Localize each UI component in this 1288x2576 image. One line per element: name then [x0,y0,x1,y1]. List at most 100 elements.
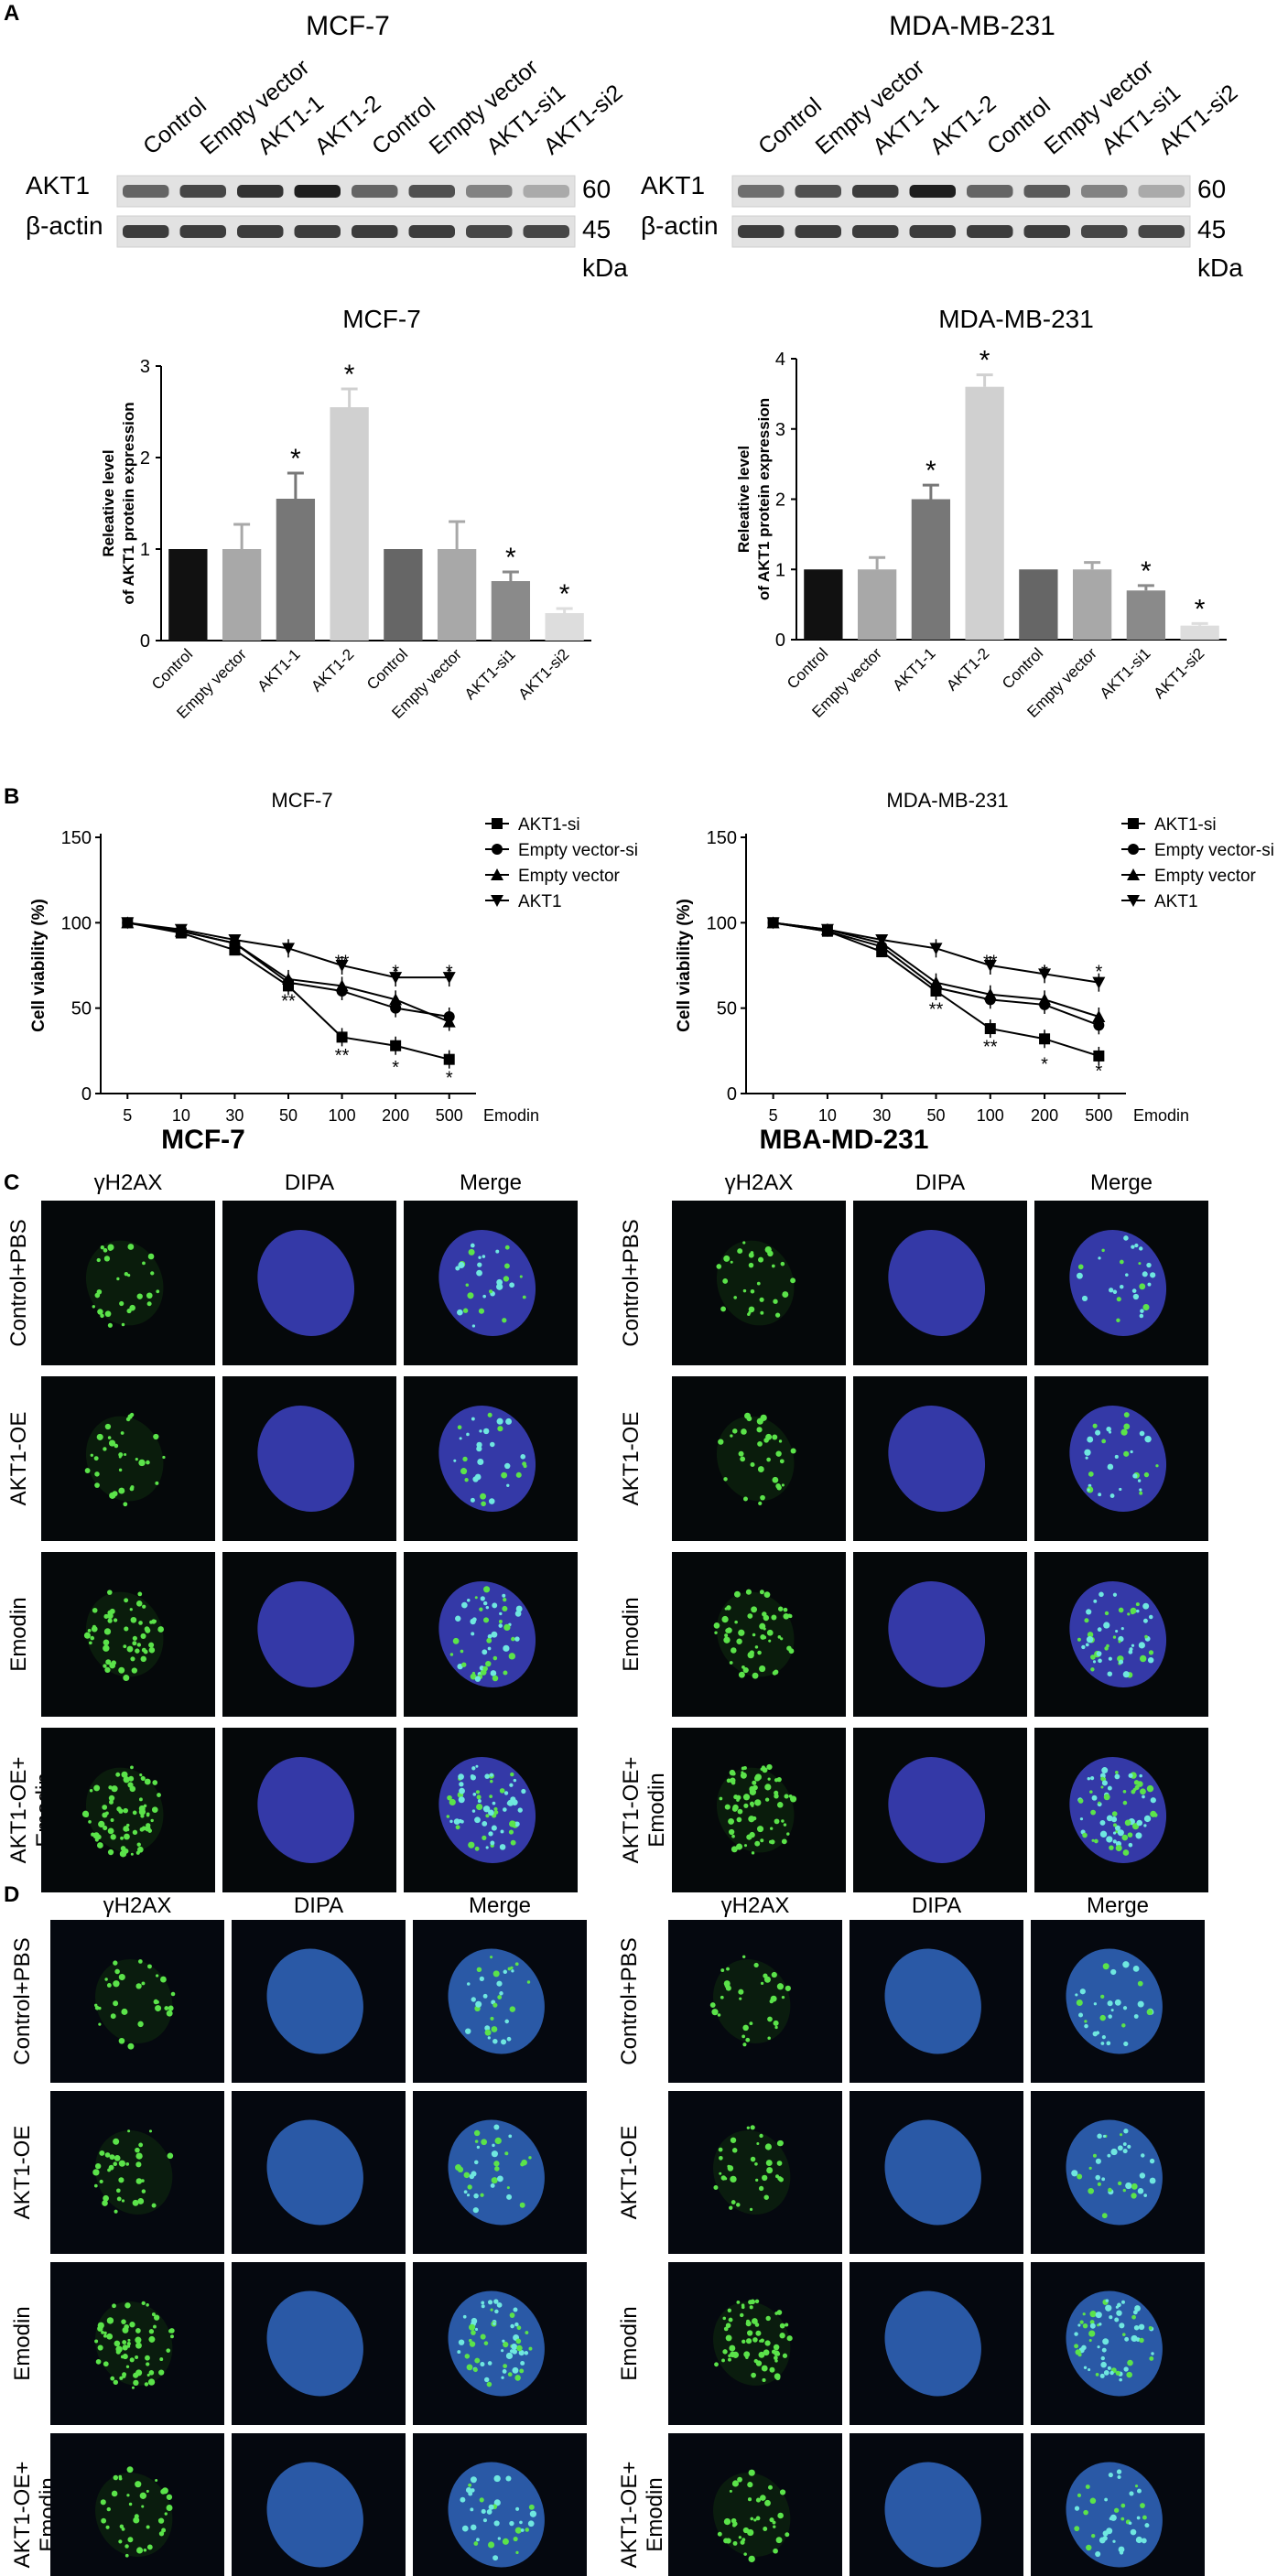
significance-annotation: * [392,1058,399,1078]
chart-title: MCF-7 [342,305,421,333]
focus-spot [1095,2158,1101,2164]
focus-spot [479,2497,484,2503]
focus-spot [515,2338,522,2344]
focus-spot [1114,1999,1121,2006]
y-axis-label: of AKT1 protein expression [120,402,137,604]
chart-title: MDA-MB-231 [886,789,1008,812]
focus-spot [770,1995,777,2002]
focus-spot [730,2137,737,2143]
focus-spot [141,2505,145,2508]
x-tick-label: 100 [329,1106,356,1125]
focus-spot [473,2541,479,2546]
bar [276,499,316,641]
focus-spot [470,1618,476,1625]
focus-spot [785,2532,790,2538]
kda-marker: 60 [1197,175,1226,203]
focus-spot [116,2188,121,2193]
focus-spot [140,1655,146,1663]
panel-letter-a: A [4,1,19,26]
focus-spot [725,2538,731,2544]
focus-spot [122,2326,129,2333]
focus-spot [127,1782,134,1788]
focus-spot [112,1491,118,1497]
marker-triangle-down [1127,895,1140,907]
focus-spot [732,2540,738,2546]
blot-band [1081,225,1128,238]
focus-spot [1077,1264,1084,1270]
blot-band [237,185,284,198]
focus-spot [737,1248,743,1255]
legend-label: Empty vector-si [1154,841,1274,860]
focus-spot [1120,1428,1128,1436]
focus-spot [722,1278,729,1284]
y-tick-label: 100 [707,913,737,933]
focus-spot [1149,2356,1154,2361]
focus-spot [1136,1819,1143,1827]
column-header: Merge [469,1893,531,1918]
focus-spot [749,2305,753,2310]
focus-spot [482,1835,487,1840]
focus-spot [148,2370,155,2376]
focus-spot [1088,2187,1095,2194]
focus-spot [461,1601,468,1609]
focus-spot [766,1629,774,1636]
focus-spot [493,2299,499,2304]
focus-spot [468,2491,473,2496]
focus-spot [121,1771,128,1778]
focus-spot [758,2185,764,2192]
focus-spot [526,1980,531,1984]
focus-spot [498,1623,503,1628]
focus-spot [501,2349,504,2353]
focus-spot [723,2517,731,2526]
legend-label: AKT1-si [1154,815,1217,835]
focus-spot [496,2175,503,2183]
focus-spot [148,2335,156,2343]
focus-spot [748,1252,754,1258]
row-label: AKT1-OE+ [10,2462,35,2569]
focus-spot [483,1586,491,1593]
focus-spot [1117,2145,1123,2151]
focus-spot [1138,1262,1142,1266]
focus-spot [464,1478,469,1482]
focus-spot [465,2028,471,2034]
focus-spot [746,1416,752,1422]
focus-spot [1095,2312,1102,2319]
row-label: Emodin [617,2306,642,2380]
focus-spot [1135,2536,1142,2544]
marker-square [492,818,503,829]
focus-spot [1150,1797,1156,1804]
focus-spot [739,2312,744,2318]
focus-spot [520,2528,525,2532]
focus-spot [769,2517,774,2523]
focus-spot [741,2339,746,2344]
focus-spot [753,1962,759,1968]
line-chart-3: MDA-MB-231 0 50 100 150 5 10 30 50 100 200 500 Emodi… [675,789,1274,1155]
focus-spot [161,2487,168,2495]
focus-spot [482,1993,488,1999]
focus-spot [119,1300,124,1307]
focus-spot [118,2160,125,2167]
focus-spot [155,2479,158,2483]
focus-spot [1087,1436,1094,1443]
focus-spot [474,2357,481,2364]
focus-spot [118,2177,124,2183]
focus-spot [476,1803,483,1811]
focus-spot [1107,2153,1111,2158]
focus-spot [725,1985,731,1991]
focus-spot [1077,1272,1083,1279]
focus-spot [764,2340,771,2346]
focus-spot [490,2016,494,2021]
focus-spot [781,1995,785,1999]
focus-spot [752,1633,756,1637]
focus-spot [138,1621,143,1625]
focus-spot [1108,1656,1112,1661]
focus-spot [1134,2484,1139,2488]
focus-spot [509,1783,514,1787]
focus-spot [1121,2333,1126,2336]
focus-spot [84,1468,91,1473]
focus-spot [1111,1811,1118,1816]
focus-spot [1086,1636,1094,1644]
focus-spot [1112,1839,1117,1844]
focus-spot [731,1647,737,1654]
